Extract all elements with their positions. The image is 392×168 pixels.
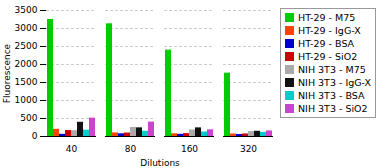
svg-text:320: 320 xyxy=(240,144,257,154)
html-text:HT-29 - IgG-X: HT-29 - IgG-X xyxy=(298,25,361,36)
html-text:NIH 3T3 - BSA: NIH 3T3 - BSA xyxy=(298,90,365,101)
html-text:HT-29 - M75: HT-29 - M75 xyxy=(298,12,356,23)
svg-text:1500: 1500 xyxy=(15,77,38,87)
html-text:HT-29 - BSA: HT-29 - BSA xyxy=(298,38,355,49)
svg-text:3000: 3000 xyxy=(15,23,38,33)
svg-text:0: 0 xyxy=(32,131,38,141)
html-text:NIH 3T3 - SiO2: NIH 3T3 - SiO2 xyxy=(298,103,368,114)
html-text:NIH 3T3 - IgG-X: NIH 3T3 - IgG-X xyxy=(298,77,372,88)
svg-text:40: 40 xyxy=(66,144,78,154)
svg-text:2000: 2000 xyxy=(15,59,38,69)
svg-text:500: 500 xyxy=(20,113,37,123)
svg-text:160: 160 xyxy=(181,144,198,154)
svg-text:2500: 2500 xyxy=(15,41,38,51)
svg-text:80: 80 xyxy=(125,144,137,154)
svg-text:Dilutions: Dilutions xyxy=(140,158,180,168)
svg-text:1000: 1000 xyxy=(15,95,38,105)
svg-text:Fluorescence: Fluorescence xyxy=(2,43,12,103)
svg-text:3500: 3500 xyxy=(15,5,38,15)
html-text:NIH 3T3 - M75: NIH 3T3 - M75 xyxy=(298,64,366,75)
html-text:HT-29 - SiO2: HT-29 - SiO2 xyxy=(298,51,358,62)
